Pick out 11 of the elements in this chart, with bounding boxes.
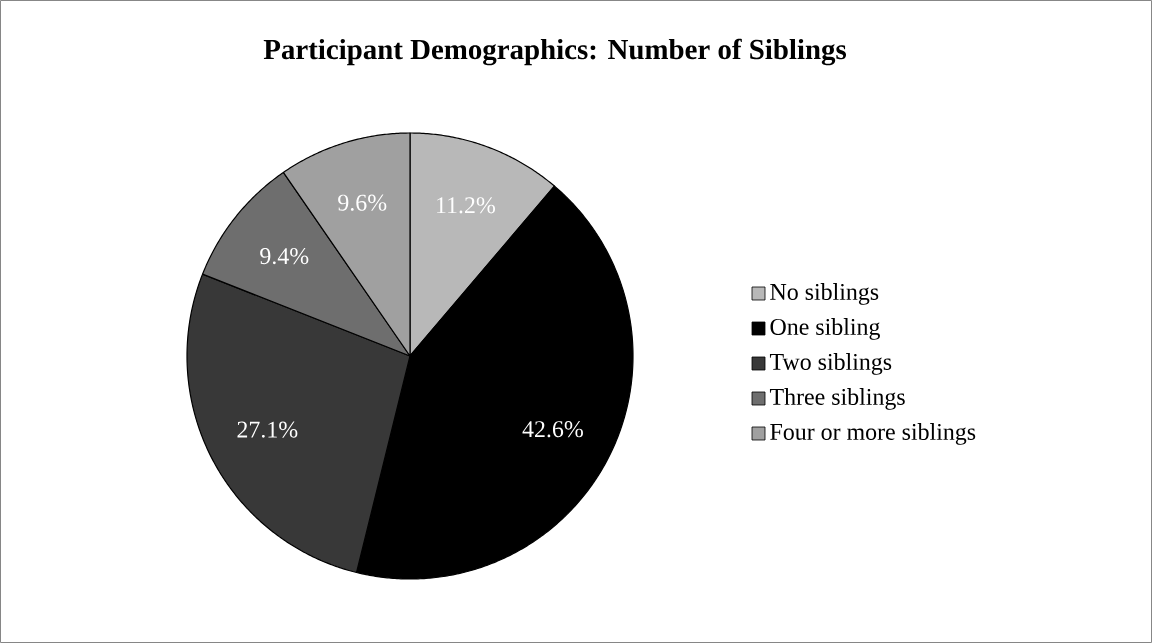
data-label: 11.2% [437,197,496,214]
data-label: 42.6% [522,421,583,438]
chart-title: Participant Demographics: Number of Siblings [263,38,847,66]
legend-label: Three siblings [769,388,905,410]
legend-label: Two siblings [769,353,892,375]
data-label: 9.4% [260,247,309,265]
legend-label: Four or more siblings [770,423,976,445]
legend-label: No siblings [770,283,879,305]
data-label: 9.6% [338,194,387,211]
data-label: 27.1% [237,421,298,438]
legend-label: One sibling [770,318,880,340]
